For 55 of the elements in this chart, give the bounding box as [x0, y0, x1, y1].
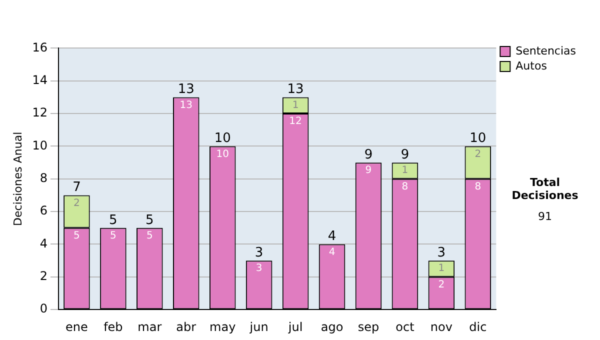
data-label: 3 — [256, 263, 262, 274]
x-tick-label: jun — [248, 320, 268, 334]
x-tick-label: sep — [358, 320, 380, 334]
total-label: 4 — [328, 229, 336, 244]
y-tick-label: 14 — [32, 73, 48, 87]
data-label: 1 — [402, 165, 408, 176]
y-tick-label: 2 — [40, 269, 48, 284]
x-tick-label: abr — [176, 320, 196, 334]
text: Total Decisiones — [510, 176, 580, 202]
data-label: 8 — [402, 181, 408, 192]
data-label: 1 — [292, 100, 299, 111]
y-tick-label: 8 — [40, 171, 48, 186]
total-label: 9 — [364, 147, 373, 162]
total-label: 10 — [470, 131, 486, 146]
y-tick-label: 4 — [40, 236, 48, 250]
y-tick-label: 12 — [32, 106, 48, 120]
x-tick-label: jul — [287, 320, 303, 334]
data-label: 10 — [216, 148, 229, 160]
data-label: 8 — [474, 181, 482, 192]
total-label: 7 — [72, 180, 81, 196]
y-tick-label: 6 — [40, 204, 48, 218]
x-tick-label: may — [210, 320, 236, 334]
data-label: 2 — [438, 280, 445, 291]
total-label: 10 — [214, 131, 231, 146]
data-label: 5 — [74, 230, 80, 242]
data-label: 2 — [474, 148, 482, 160]
total-label: 13 — [178, 82, 194, 98]
total-label: 3 — [254, 245, 264, 260]
data-label: 5 — [146, 230, 153, 242]
x-tick-label: dic — [469, 320, 487, 334]
y-tick-label: 16 — [32, 40, 48, 54]
data-label: 5 — [110, 230, 116, 242]
text: 91 — [537, 210, 553, 223]
x-tick-label: nov — [430, 320, 452, 334]
total-label: 5 — [146, 212, 154, 228]
x-tick-label: mar — [138, 320, 162, 334]
x-tick-label: feb — [104, 320, 123, 334]
total-label: 5 — [109, 212, 118, 228]
legend-label: Autos — [516, 59, 548, 72]
y-tick-label: 0 — [40, 302, 48, 316]
total-label: 9 — [400, 147, 410, 162]
data-label: 1 — [438, 263, 445, 274]
data-label: 4 — [328, 246, 336, 258]
x-tick-label: ene — [66, 320, 88, 334]
data-label: 12 — [289, 116, 302, 128]
total-label: 13 — [287, 82, 304, 98]
x-tick-label: oct — [396, 320, 415, 334]
y-axis-title: Decisiones Anual — [11, 132, 24, 226]
x-tick-label: ago — [320, 320, 344, 334]
data-label: 9 — [365, 165, 372, 176]
legend-label: Sentencias — [516, 44, 576, 58]
data-label: 2 — [74, 198, 80, 209]
data-label: 13 — [180, 100, 192, 111]
y-tick-label: 10 — [32, 138, 48, 152]
total-label: 3 — [437, 245, 446, 260]
